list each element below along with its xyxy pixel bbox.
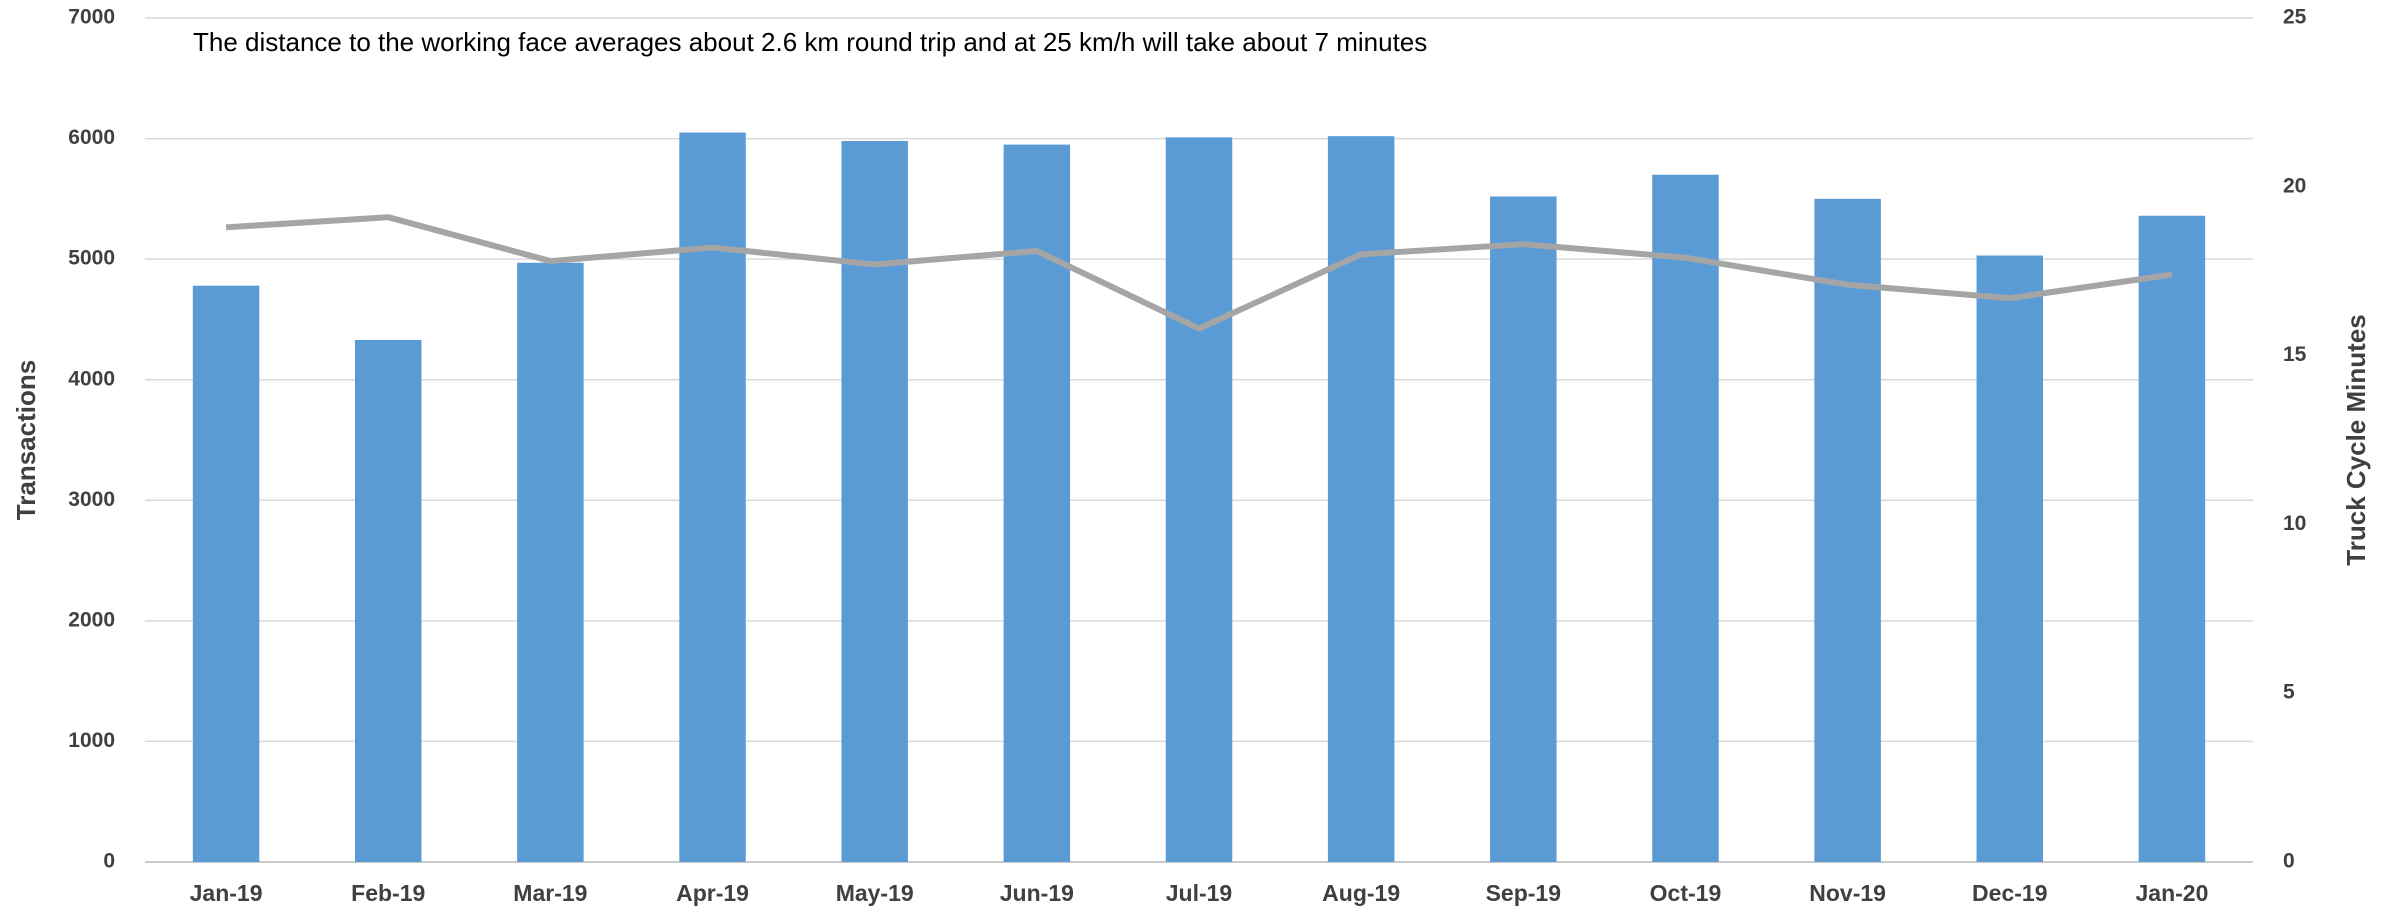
y-tick-label: 3000 [68,488,115,511]
x-tick-label: Dec-19 [1972,880,2047,906]
y2-tick-label: 0 [2283,850,2295,873]
y-axis-label: Transactions [11,360,41,520]
bar [841,140,908,863]
line [225,214,2173,332]
x-tick-label: Aug-19 [1322,880,1400,906]
y-tick-label: 2000 [68,608,115,631]
bar [354,339,422,862]
x-tick-label: Jul-19 [1166,880,1232,906]
y2-tick-label: 15 [2283,343,2307,366]
y-tick-label: 0 [103,850,115,873]
x-tick-label: Jun-19 [1000,880,1074,906]
x-tick-label: Jan-20 [2135,880,2208,906]
y2-tick-label: 10 [2283,512,2306,535]
bar [1490,196,1557,863]
x-tick-label: Nov-19 [1809,880,1886,906]
x-tick-label: Feb-19 [351,880,425,906]
bar [517,262,584,862]
bar [2138,215,2206,863]
y2-tick-label: 20 [2283,174,2306,197]
x-tick-label: Oct-19 [1650,880,1722,906]
y2-tick-label: 25 [2283,6,2307,29]
bar [1976,255,2044,863]
y2-axis-label: Truck Cycle Minutes [2341,314,2371,565]
x-tick-label: Jan-19 [190,880,263,906]
bar [192,285,260,862]
y-tick-label: 6000 [68,126,115,149]
bar [1165,137,1233,862]
x-tick-label: Mar-19 [513,880,587,906]
y-tick-label: 1000 [68,729,115,752]
y-tick-label: 4000 [68,367,115,390]
y2-tick-label: 5 [2283,681,2295,704]
y-tick-label: 7000 [68,6,115,29]
y-tick-label: 5000 [68,247,115,270]
bar [1652,174,1719,862]
bar [1814,198,1881,862]
x-tick-label: Apr-19 [676,880,749,906]
bar [1327,136,1395,862]
annotation: The distance to the working face average… [193,27,1427,57]
x-tick-label: Sep-19 [1486,880,1561,906]
x-tick-label: May-19 [836,880,914,906]
bar [679,132,746,863]
